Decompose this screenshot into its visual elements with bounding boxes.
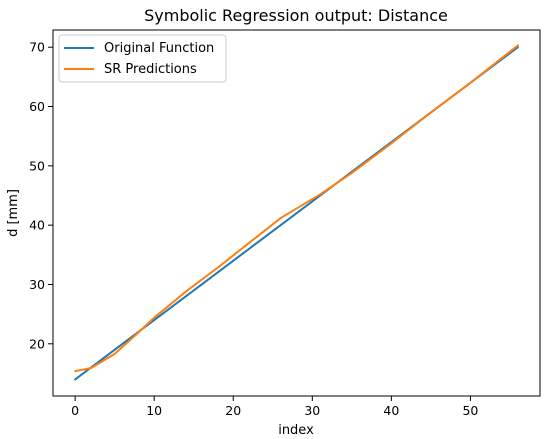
y-tick-label: 70 [29, 40, 45, 55]
y-tick-label: 50 [29, 158, 45, 173]
chart-title: Symbolic Regression output: Distance [144, 6, 448, 25]
legend-box [58, 34, 227, 83]
legend-label-sr-predictions: SR Predictions [104, 62, 197, 77]
x-tick-label: 20 [225, 403, 241, 418]
x-tick-label: 30 [304, 403, 320, 418]
y-tick-label: 30 [29, 277, 45, 292]
x-axis-label: index [278, 423, 314, 438]
x-tick-label: 10 [146, 403, 162, 418]
y-axis-label: d [mm] [6, 189, 21, 237]
plot-area [74, 44, 519, 381]
y-tick-label: 20 [29, 336, 45, 351]
legend-label-original-function: Original Function [104, 41, 214, 56]
x-axis: 0 10 20 30 40 50 [71, 396, 478, 418]
legend: Original Function SR Predictions [58, 34, 227, 83]
series-line-sr-predictions [74, 44, 519, 373]
x-tick-label: 40 [383, 403, 399, 418]
x-tick-label: 0 [71, 403, 79, 418]
x-tick-label: 50 [462, 403, 478, 418]
y-tick-label: 40 [29, 218, 45, 233]
plot-frame [52, 29, 541, 397]
y-tick-label: 60 [29, 99, 45, 114]
y-axis: 20 30 40 50 60 70 [29, 40, 53, 351]
